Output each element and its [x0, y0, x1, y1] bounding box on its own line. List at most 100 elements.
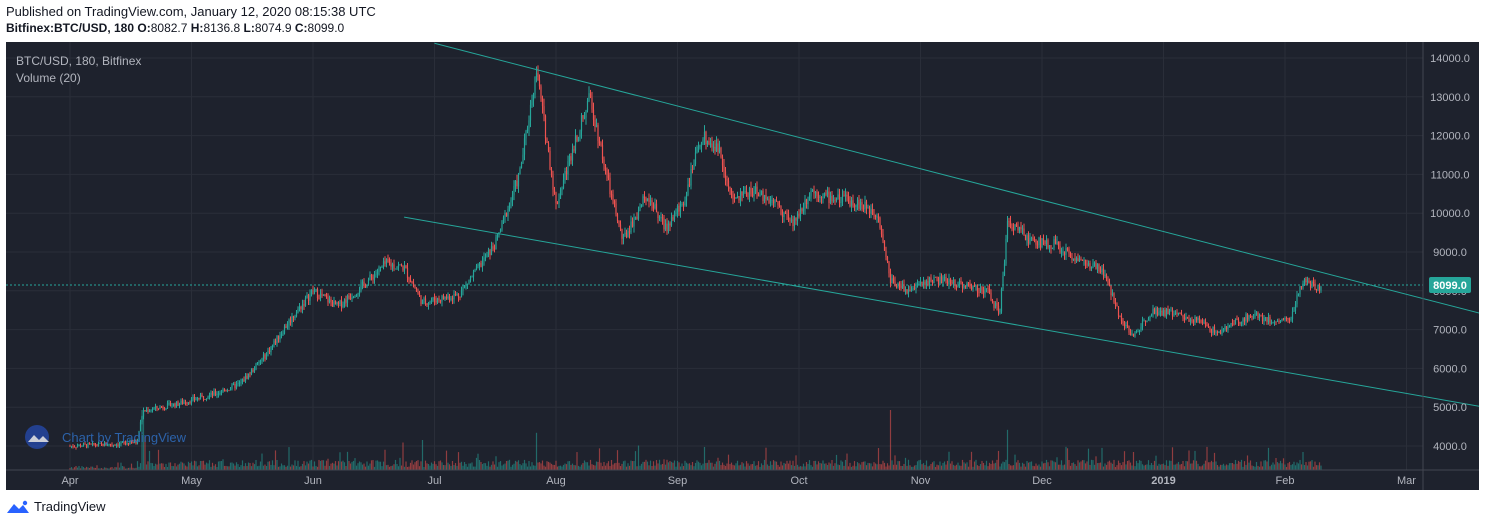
- footer-brand[interactable]: TradingView: [34, 499, 106, 514]
- close-label: C:: [294, 21, 308, 35]
- candle-body: [844, 194, 847, 196]
- volume-bar: [736, 460, 739, 470]
- volume-bar: [1000, 463, 1003, 470]
- candle-body: [220, 392, 223, 394]
- candle-body: [1242, 318, 1244, 323]
- candle-body: [816, 192, 818, 197]
- candle-body: [780, 205, 782, 215]
- volume-bar: [1063, 464, 1066, 470]
- volume-bar: [394, 459, 397, 470]
- volume-bar: [687, 463, 689, 470]
- volume-bar: [511, 464, 514, 470]
- candle-body: [508, 202, 511, 210]
- trendlines[interactable]: [404, 42, 1480, 418]
- volume-bar: [726, 463, 728, 470]
- volume-bar: [948, 451, 950, 470]
- volume-bar: [1036, 465, 1039, 470]
- candle-body: [115, 444, 118, 446]
- volume-bar: [69, 468, 71, 470]
- price-chart[interactable]: BTC/USD, 180, Bitfinex Volume (20) Chart…: [6, 42, 1479, 490]
- volume-bar: [1048, 466, 1051, 470]
- candle-body: [141, 416, 143, 423]
- candle-body: [423, 298, 425, 300]
- volume-bar: [1104, 463, 1106, 470]
- candle-body: [810, 190, 812, 197]
- volume-bar: [577, 465, 580, 470]
- volume-bar: [817, 461, 820, 470]
- candle-body: [852, 200, 854, 206]
- candle-body: [198, 397, 200, 399]
- volume-bar: [387, 464, 389, 470]
- volume-bar: [709, 462, 712, 470]
- volume-bar: [72, 468, 74, 470]
- candle-body: [736, 196, 739, 198]
- volume-bar: [913, 465, 916, 470]
- volume-bar: [493, 464, 496, 470]
- candle-body: [369, 274, 371, 281]
- volume-bar: [306, 461, 308, 470]
- candle-body: [729, 187, 731, 189]
- time-axis[interactable]: Apr May Jun Jul Aug Sep Oct Nov Dec 2019 Feb Mar: [61, 475, 1416, 487]
- volume-bar: [909, 465, 911, 470]
- candle-body: [969, 283, 971, 288]
- candle-body: [672, 217, 674, 220]
- volume-bar: [820, 463, 823, 470]
- price-axis[interactable]: 14000.013000.012000.011000.010000.09000.…: [1430, 53, 1470, 453]
- volume-bar: [528, 461, 530, 470]
- volume-bar: [609, 466, 611, 470]
- candle-body: [699, 145, 701, 147]
- candle-body: [1120, 316, 1123, 321]
- volume-bar: [705, 463, 707, 470]
- candle-body: [292, 316, 295, 318]
- volume-bar: [1023, 463, 1025, 470]
- candle-body: [571, 149, 574, 161]
- footer[interactable]: TradingView: [6, 499, 106, 514]
- candle-body: [82, 443, 85, 447]
- candle-body: [1110, 285, 1112, 296]
- candle-body: [553, 189, 556, 193]
- volume-bar: [967, 466, 970, 470]
- candle-body: [181, 400, 184, 404]
- volume-bar: [990, 463, 992, 470]
- candle-body: [399, 264, 401, 266]
- high-value: 8136.8: [203, 21, 241, 35]
- trendline-lower[interactable]: [404, 216, 1479, 418]
- volume-bar: [681, 463, 683, 470]
- candle-body: [510, 200, 512, 203]
- candle-body: [550, 169, 553, 176]
- candle-body: [523, 138, 526, 155]
- volume-bar: [211, 462, 214, 470]
- candle-body: [1137, 331, 1139, 332]
- volume-bar: [112, 468, 115, 470]
- volume-bar: [312, 466, 314, 470]
- volume-bar: [283, 465, 286, 470]
- volume-bar: [133, 468, 136, 470]
- candle-body: [169, 402, 172, 407]
- candle-body: [781, 214, 784, 218]
- volume-bar: [945, 464, 947, 470]
- volume-bar: [589, 459, 592, 470]
- volume-bar: [429, 465, 431, 470]
- candle-body: [891, 278, 893, 284]
- candle-body: [70, 445, 73, 447]
- volume-bar: [1248, 462, 1250, 470]
- candle-body: [621, 228, 623, 239]
- candle-body: [1065, 248, 1067, 255]
- candle-body: [258, 361, 260, 363]
- candle-body: [670, 217, 673, 226]
- volume-bar: [145, 464, 148, 470]
- volume-bar: [733, 465, 736, 470]
- volume-bar: [991, 460, 994, 470]
- volume-bar: [816, 464, 818, 470]
- candle-body: [96, 445, 98, 447]
- candle-body: [1209, 327, 1211, 332]
- candle-body: [253, 369, 256, 372]
- volume-bar: [718, 460, 721, 470]
- volume-bar: [216, 466, 218, 470]
- candle-body: [484, 257, 487, 259]
- trendline-upper[interactable]: [434, 42, 1480, 330]
- volume-bar: [483, 463, 485, 470]
- candle-body: [1035, 240, 1037, 245]
- volume-bar: [976, 465, 979, 470]
- volume-bar: [1083, 460, 1085, 470]
